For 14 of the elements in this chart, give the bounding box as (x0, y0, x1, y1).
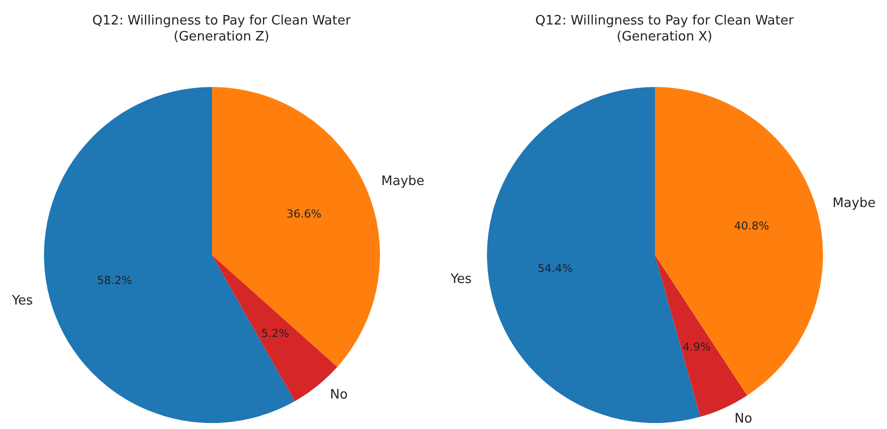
data-label: 36.6% (286, 207, 322, 220)
chart-title: Q12: Willingness to Pay for Clean Water (Generation Z) (92, 14, 352, 44)
data-label: 5.2% (261, 326, 290, 340)
slice-label: Yes (10, 293, 34, 308)
data-label: 58.2% (97, 274, 132, 288)
slice-label: No (330, 388, 348, 403)
slice-label: Maybe (832, 196, 876, 211)
data-label: 40.8% (734, 220, 770, 233)
data-label: 54.4% (538, 262, 573, 276)
slice-label: No (734, 411, 752, 426)
slice-label: Maybe (381, 174, 424, 189)
chart-title: Q12: Willingness to Pay for Clean Water (Generation X) (535, 14, 794, 44)
data-label: 4.9% (682, 340, 711, 354)
slice-label: Yes (450, 272, 472, 287)
